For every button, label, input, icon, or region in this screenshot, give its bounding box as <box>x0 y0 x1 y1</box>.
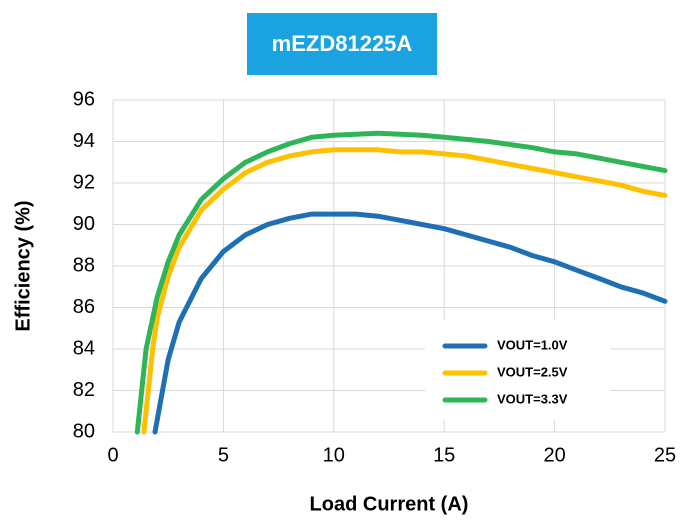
legend-label: VOUT=2.5V <box>497 364 568 379</box>
x-axis-label: Load Current (A) <box>310 493 469 515</box>
x-tick-label: 25 <box>654 444 676 466</box>
y-tick-label: 80 <box>73 420 95 442</box>
legend-label: VOUT=1.0V <box>497 337 568 352</box>
page: {"chart_data": {"type": "line", "title":… <box>0 0 686 523</box>
y-tick-label: 86 <box>73 296 95 318</box>
y-tick-label: 94 <box>73 130 95 152</box>
x-tick-label: 5 <box>218 444 229 466</box>
y-tick-label: 96 <box>73 88 95 110</box>
x-tick-label: 0 <box>107 444 118 466</box>
chart: mEZD81225A Efficiency (%) Load Current (… <box>0 0 686 523</box>
y-tick-label: 88 <box>73 254 95 276</box>
legend-label: VOUT=3.3V <box>497 391 568 406</box>
y-tick-label: 90 <box>73 213 95 235</box>
y-tick-label: 92 <box>73 171 95 193</box>
x-tick-label: 20 <box>543 444 565 466</box>
chart-title: mEZD81225A <box>272 31 413 56</box>
x-tick-label: 10 <box>323 444 345 466</box>
y-axis-label: Efficiency (%) <box>12 200 34 331</box>
y-tick-label: 84 <box>73 337 95 359</box>
x-tick-label: 15 <box>433 444 455 466</box>
y-tick-label: 82 <box>73 379 95 401</box>
